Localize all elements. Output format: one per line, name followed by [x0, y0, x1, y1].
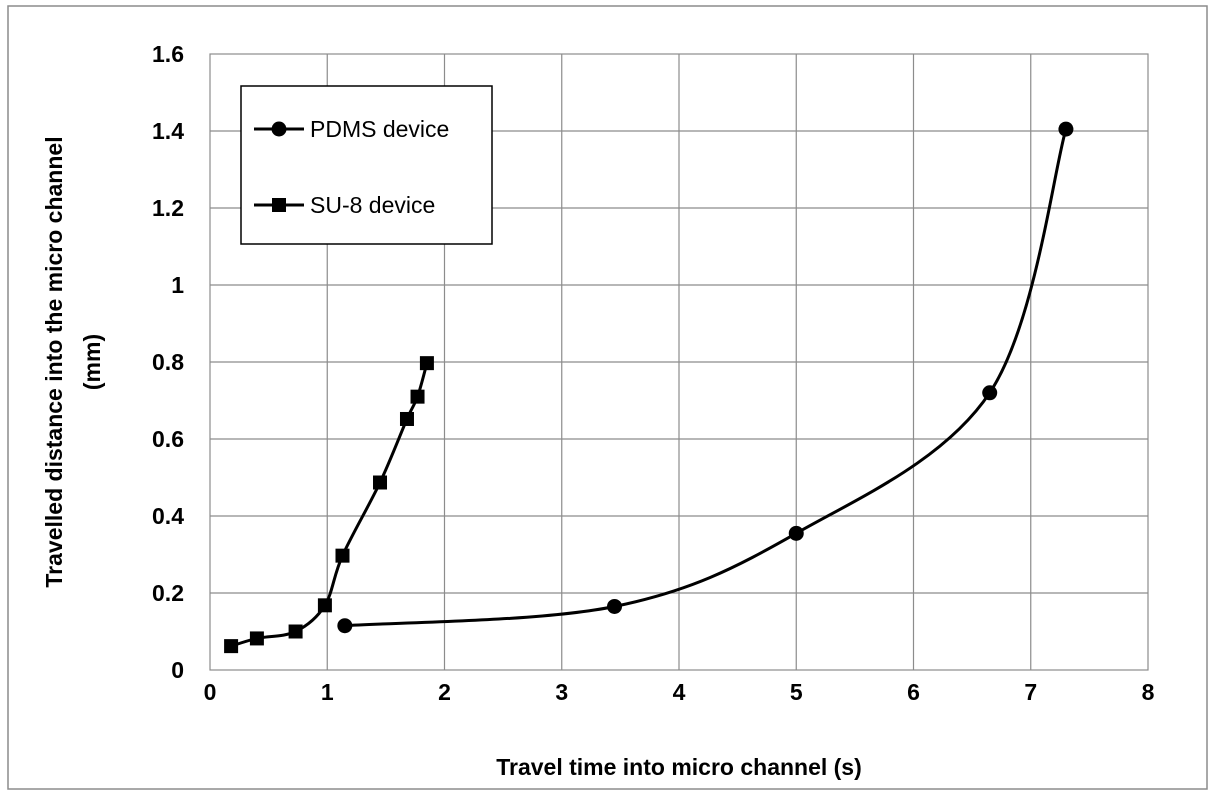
x-tick-label: 0	[204, 679, 217, 705]
data-point-square	[224, 639, 239, 654]
y-tick-label: 0	[171, 657, 184, 683]
series-layer	[224, 121, 1074, 654]
y-tick-label: 0.2	[152, 580, 184, 606]
data-point-square	[335, 548, 350, 563]
data-point-square	[373, 475, 388, 490]
y-tick-label: 0.4	[152, 503, 184, 529]
x-tick-label: 8	[1142, 679, 1155, 705]
data-point-circle	[788, 525, 804, 541]
y-axis-title-line2: (mm)	[79, 334, 105, 390]
x-tick-label: 6	[907, 679, 920, 705]
data-point-circle	[337, 618, 353, 634]
x-tick-label: 4	[673, 679, 686, 705]
legend: PDMS device SU-8 device	[240, 85, 493, 245]
y-tick-label: 1.6	[152, 41, 184, 67]
chart-border	[7, 5, 1208, 790]
y-tick-label: 0.6	[152, 426, 184, 452]
x-tick-label: 2	[438, 679, 451, 705]
legend-su8-marker	[272, 198, 286, 212]
x-tick-label: 1	[321, 679, 334, 705]
gridlines	[210, 54, 1148, 670]
x-tick-label: 5	[790, 679, 803, 705]
data-point-circle	[982, 385, 998, 401]
data-point-square	[410, 389, 425, 404]
data-point-circle	[1058, 121, 1074, 137]
x-tick-label: 3	[555, 679, 568, 705]
tick-labels: 0 1 2 3 4 5 6 7 8 0 0.2 0.4 0.6 0.8 1 1.2 1.4 1.6	[152, 41, 1155, 705]
y-tick-label: 1.4	[152, 118, 184, 144]
y-tick-label: 1	[171, 272, 184, 298]
plot-area-frame	[209, 53, 1149, 671]
legend-pdms-marker	[271, 121, 287, 137]
legend-box	[240, 85, 493, 245]
data-point-square	[288, 624, 303, 639]
data-point-square	[317, 598, 332, 613]
data-point-circle	[607, 598, 623, 614]
legend-pdms-label: PDMS device	[310, 116, 449, 142]
legend-su8-label: SU-8 device	[310, 192, 435, 218]
y-tick-label: 0.8	[152, 349, 184, 375]
x-tick-label: 7	[1024, 679, 1037, 705]
data-point-square	[399, 411, 414, 426]
data-point-square	[419, 356, 434, 371]
y-tick-label: 1.2	[152, 195, 184, 221]
data-point-square	[249, 631, 264, 646]
y-axis-title: Travelled distance into the micro channe…	[41, 136, 105, 587]
x-axis-title: Travel time into micro channel (s)	[496, 754, 862, 780]
y-axis-title-line1: Travelled distance into the micro channe…	[41, 136, 67, 587]
